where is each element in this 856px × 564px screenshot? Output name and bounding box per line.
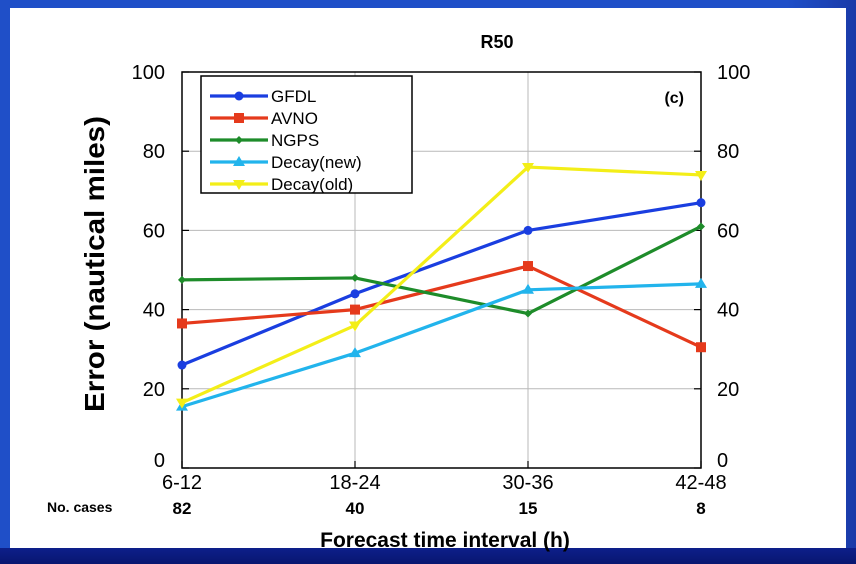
case-count: 40 <box>346 499 365 518</box>
legend-entry-gfdl: GFDL <box>210 87 316 106</box>
data-point-ngps <box>178 275 186 284</box>
series-avno <box>177 261 706 353</box>
bottom-band <box>0 548 856 564</box>
legend-marker-ngps <box>235 136 243 144</box>
data-point-avno <box>177 318 187 329</box>
data-point-decay-new <box>349 347 361 358</box>
y-tick-label-left: 0 <box>154 450 165 472</box>
legend-entry-decay-old: Decay(old) <box>210 175 353 194</box>
data-point-decay-old <box>176 398 188 409</box>
data-point-ngps <box>524 309 532 318</box>
x-tick-label: 6-12 <box>162 472 202 494</box>
data-point-decay-old <box>695 170 707 181</box>
legend-marker-decay-new <box>233 156 245 166</box>
y-tick-label-right: 80 <box>717 141 739 163</box>
series-decay-new <box>176 277 707 411</box>
x-tick-label: 42-48 <box>675 472 726 494</box>
x-axis-label: Forecast time interval (h) <box>320 529 570 552</box>
x-tick-label: 30-36 <box>502 472 553 494</box>
data-point-gfdl <box>177 360 187 370</box>
series-line-decay-new <box>181 282 702 409</box>
legend-marker-decay-old <box>233 180 245 190</box>
y-tick-label-left: 80 <box>143 141 165 163</box>
y-tick-label-left: 60 <box>143 220 165 242</box>
case-count: 8 <box>696 499 705 518</box>
legend-label-ngps: NGPS <box>271 131 319 150</box>
legend-marker-gfdl <box>234 91 244 101</box>
series-gfdl <box>177 198 706 370</box>
y-tick-label-right: 40 <box>717 300 739 322</box>
series-line-avno <box>181 264 702 349</box>
data-point-gfdl <box>696 198 706 208</box>
y-tick-label-left: 20 <box>143 379 165 401</box>
y-tick-label-left: 40 <box>143 300 165 322</box>
y-axis-label: Error (nautical miles) <box>79 116 110 412</box>
legend-marker-avno <box>234 113 244 123</box>
cases-row-label: No. cases <box>47 499 113 515</box>
data-point-ngps <box>697 222 705 231</box>
data-point-decay-old <box>349 321 361 332</box>
chart-title: R50 <box>480 32 513 52</box>
legend-label-decay-new: Decay(new) <box>271 153 362 172</box>
data-point-avno <box>523 261 533 272</box>
plot-frame <box>181 71 702 469</box>
legend-entry-avno: AVNO <box>210 109 318 128</box>
series-ngps <box>178 222 705 318</box>
panel-label: (c) <box>664 90 684 107</box>
data-point-avno <box>350 304 360 315</box>
legend-label-decay-old: Decay(old) <box>271 175 353 194</box>
legend-label-gfdl: GFDL <box>271 87 316 106</box>
y-tick-label-right: 100 <box>717 62 750 84</box>
series-line-decay-old <box>181 165 702 405</box>
case-count: 15 <box>519 499 538 518</box>
y-tick-label-left: 100 <box>132 62 165 84</box>
legend-entry-decay-new: Decay(new) <box>210 153 362 172</box>
data-point-decay-new <box>695 277 707 288</box>
data-point-avno <box>696 342 706 353</box>
data-point-decay-new <box>522 283 534 294</box>
y-tick-label-right: 60 <box>717 220 739 242</box>
data-point-gfdl <box>523 225 533 235</box>
series-decay-old <box>176 163 707 409</box>
data-point-ngps <box>351 273 359 282</box>
data-point-decay-old <box>522 163 534 174</box>
y-tick-label-right: 20 <box>717 379 739 401</box>
series-lines <box>176 163 707 411</box>
data-point-gfdl <box>350 289 360 299</box>
legend: GFDL AVNO NGPS Decay(new) Decay(old) <box>200 75 413 194</box>
legend-label-avno: AVNO <box>271 109 318 128</box>
series-line-ngps <box>181 225 702 316</box>
case-count: 82 <box>173 499 192 518</box>
chart-panel <box>10 8 846 554</box>
y-tick-label-right: 0 <box>717 450 728 472</box>
x-tick-label: 18-24 <box>329 472 380 494</box>
series-line-gfdl <box>181 201 702 367</box>
legend-entry-ngps: NGPS <box>210 131 319 150</box>
